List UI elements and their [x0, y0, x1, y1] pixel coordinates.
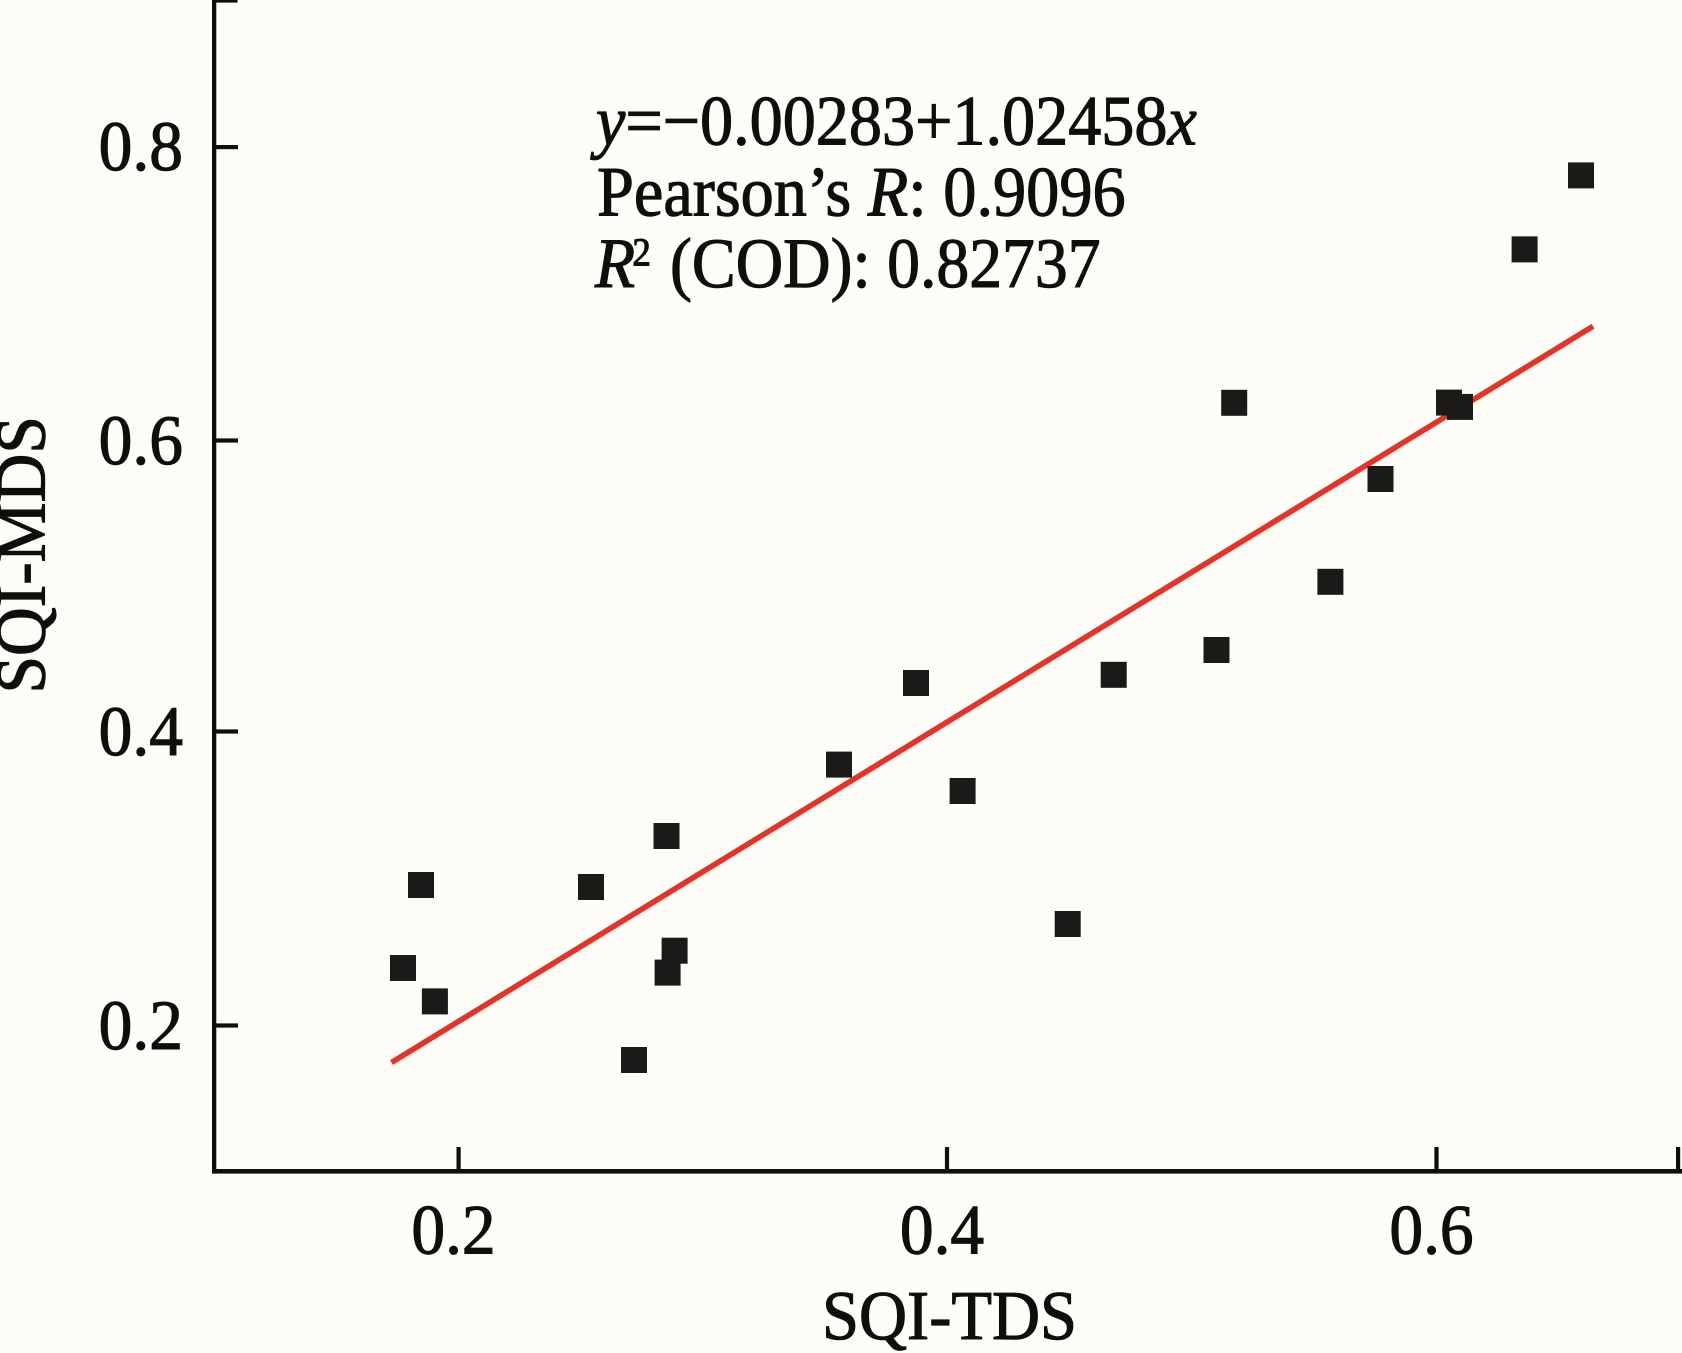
svg-text:0.4: 0.4 — [99, 693, 183, 771]
svg-text:SQI-TDS: SQI-TDS — [822, 1278, 1077, 1353]
svg-text:0.6: 0.6 — [1389, 1192, 1473, 1270]
svg-text:Pearson’s R: 0.9096: Pearson’s R: 0.9096 — [597, 153, 1126, 231]
svg-text:0.8: 0.8 — [99, 108, 183, 186]
svg-text:0.4: 0.4 — [900, 1192, 984, 1270]
svg-text:0.2: 0.2 — [411, 1192, 495, 1270]
svg-text:0.2: 0.2 — [99, 987, 183, 1065]
svg-text:SQI-MDS: SQI-MDS — [0, 416, 61, 693]
svg-text:R2 (COD): 0.82737: R2 (COD): 0.82737 — [594, 225, 1100, 303]
svg-text:0.6: 0.6 — [99, 402, 183, 480]
svg-text:y=−0.00283+1.02458x: y=−0.00283+1.02458x — [590, 83, 1196, 161]
